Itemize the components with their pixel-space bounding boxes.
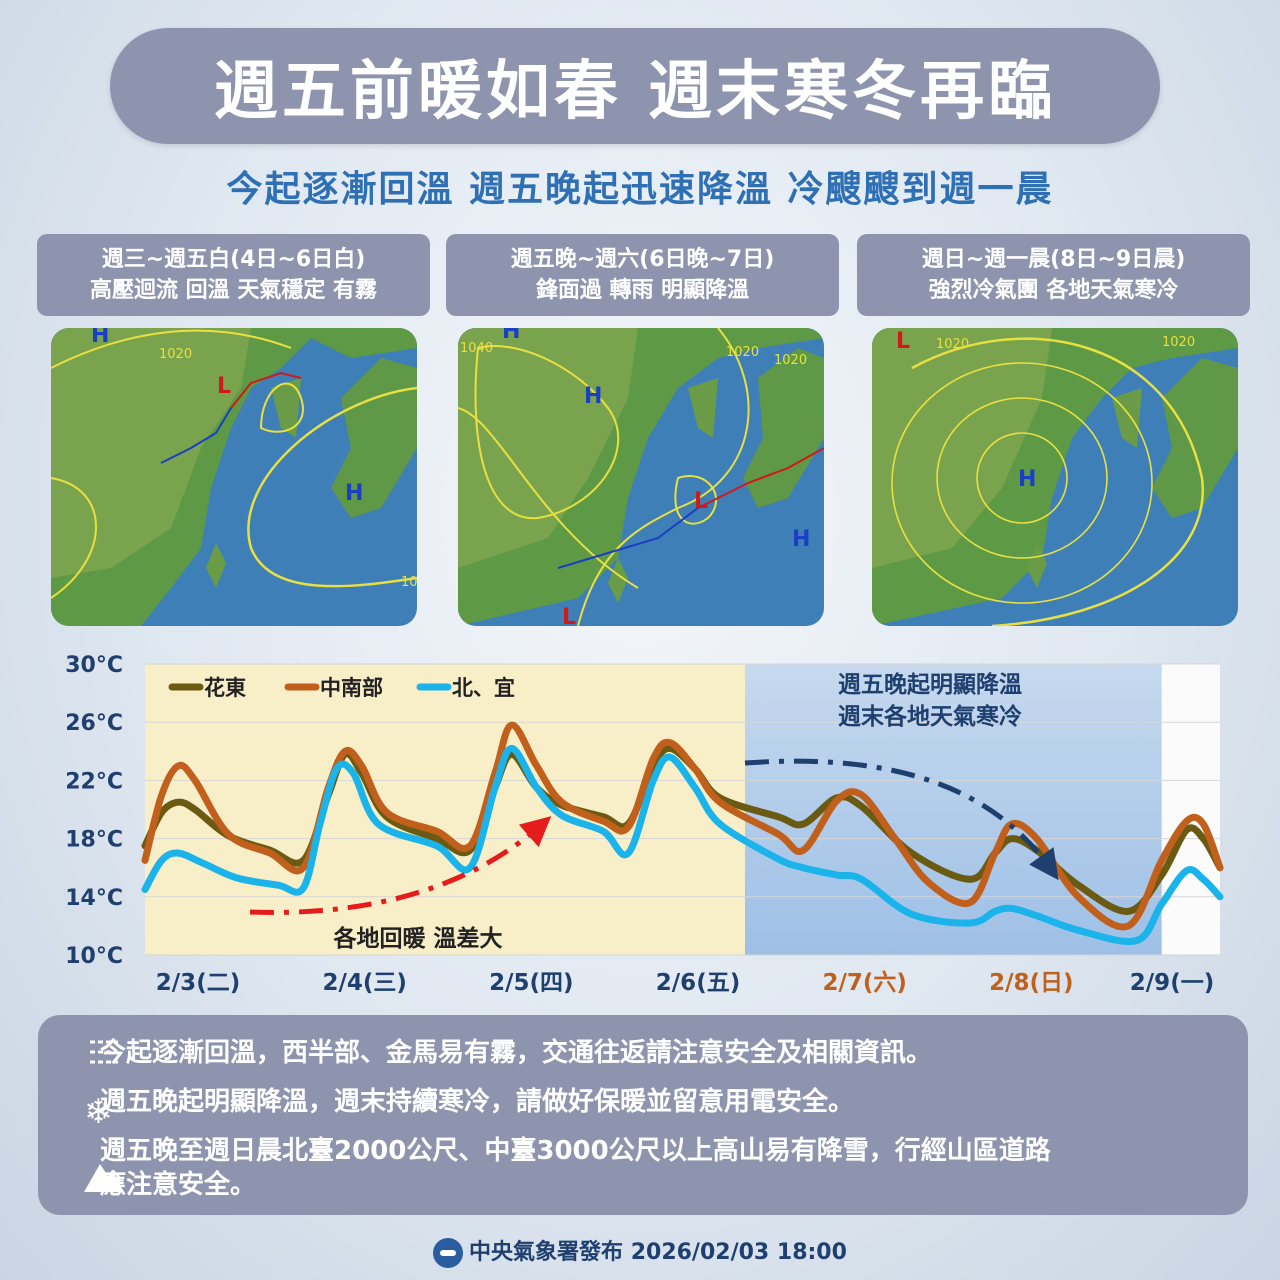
isobar-label: 1020 [726,345,759,360]
cooling-trend-arrow [744,758,1059,881]
advisory-snow: 週五晚至週日晨北臺2000公尺、中臺3000公尺以上高山易有降雪，行經山區道路 … [100,1134,1051,1202]
panel-header-line2: 高壓迴流 回溫 天氣穩定 有霧 [90,278,377,303]
panel-header-3: 週日~週一晨(8日~9日晨) 強烈冷氣團 各地天氣寒冷 [857,234,1250,316]
low-label: L [217,374,231,399]
x-tick-label: 2/9(一) [1130,970,1214,996]
panel-header-line1: 週五晚~週六(6日晚~7日) [510,247,775,272]
advisory-cold: 週五晚起明顯降溫，週末持續寒冷，請做好保暖並留意用電安全。 [100,1087,855,1117]
advisory-box [38,1015,1248,1215]
low-label: L [896,329,910,354]
low-label: L [694,489,708,514]
panel-header-2: 週五晚~週六(6日晚~7日) 鋒面過 轉雨 明顯降溫 [446,234,839,316]
legend-label-huadong: 花東 [204,676,246,700]
high-label: H [345,481,363,506]
panel-header-line2: 強烈冷氣團 各地天氣寒冷 [928,278,1179,303]
isobar-label: 1020 [1162,335,1195,350]
main-title: 週五前暖如春 週末寒冬再臨 [110,28,1160,144]
x-tick-label: 2/7(六) [822,970,906,996]
isobar-label: 1020 [936,337,969,352]
warm-annotation: 各地回暖 溫差大 [332,925,502,952]
x-tick-label: 2/5(四) [489,970,573,996]
panel-header-line2: 鋒面過 轉雨 明顯降溫 [535,278,750,303]
cwa-logo-icon [433,1238,464,1268]
publisher-footer: 中央氣象署發布 2026/02/03 18:00 [0,1234,1280,1268]
x-tick-label: 2/8(日) [989,970,1073,996]
advisory-snow-line2: 應注意安全。 [100,1170,257,1200]
high-label: H [91,328,109,348]
low-label: L [562,605,576,626]
panel-header-line1: 週三~週五白(4日~6日白) [101,247,366,272]
series-line-north-yilan [141,744,1224,945]
warm-period-band [145,664,745,955]
high-label: H [584,384,602,409]
isobar-label: 1020 [159,347,192,362]
cold-annotation-line1: 週五晚起明顯降溫 [838,672,1022,698]
isobar-label: 1020 [774,353,807,368]
weather-map-3: H L 1020 1020 [872,328,1238,626]
x-tick-label: 2/4(三) [322,970,406,996]
high-label: H [1018,467,1036,492]
high-label: H [502,328,520,344]
legend-label-north-yilan: 北、宜 [452,676,515,700]
legend: 花東 中南部 北、宜 [168,676,515,700]
publisher-text: 中央氣象署發布 2026/02/03 18:00 [469,1240,847,1265]
y-tick-label: 10°C [65,944,123,969]
y-tick-label: 14°C [65,886,123,911]
high-label: H [792,527,810,552]
advisory-fog: 今起逐漸回溫，西半部、金馬易有霧，交通往返請注意安全及相關資訊。 [100,1038,933,1068]
weather-map-2: H H H L L 1040 1020 1020 [458,328,824,626]
warming-trend-arrow [249,816,552,915]
weather-map-1: H H L 1020 10 [51,328,417,626]
advisory-snow-line1: 週五晚至週日晨北臺2000公尺、中臺3000公尺以上高山易有降雪，行經山區道路 [100,1136,1051,1166]
y-tick-label: 26°C [65,711,123,736]
cold-annotation-line2: 週末各地天氣寒冷 [838,703,1022,730]
isobar-label: 10 [401,575,417,590]
snowflake-icon: ❄ [84,1092,113,1132]
y-tick-label: 30°C [65,653,123,678]
y-tick-label: 22°C [65,769,123,794]
x-tick-label: 2/3(二) [156,970,240,996]
x-tick-label: 2/6(五) [656,970,740,996]
subtitle: 今起逐漸回溫 週五晚起迅速降溫 冷颼颼到週一晨 [226,169,1054,210]
isobar-label: 1040 [460,341,493,356]
panel-header-1: 週三~週五白(4日~6日白) 高壓迴流 回溫 天氣穩定 有霧 [37,234,430,316]
fog-icon [86,1034,122,1078]
temperature-chart: 30°C 26°C 22°C 18°C 14°C 10°C 2/3(二) 2/4(三) 2/5… [65,653,1224,996]
y-tick-label: 18°C [65,828,123,853]
panel-header-line1: 週日~週一晨(8日~9日晨) [921,247,1186,272]
series-line-central-south [141,721,1224,931]
mountain-icon [82,1158,126,1202]
legend-label-central-south: 中南部 [320,676,383,700]
